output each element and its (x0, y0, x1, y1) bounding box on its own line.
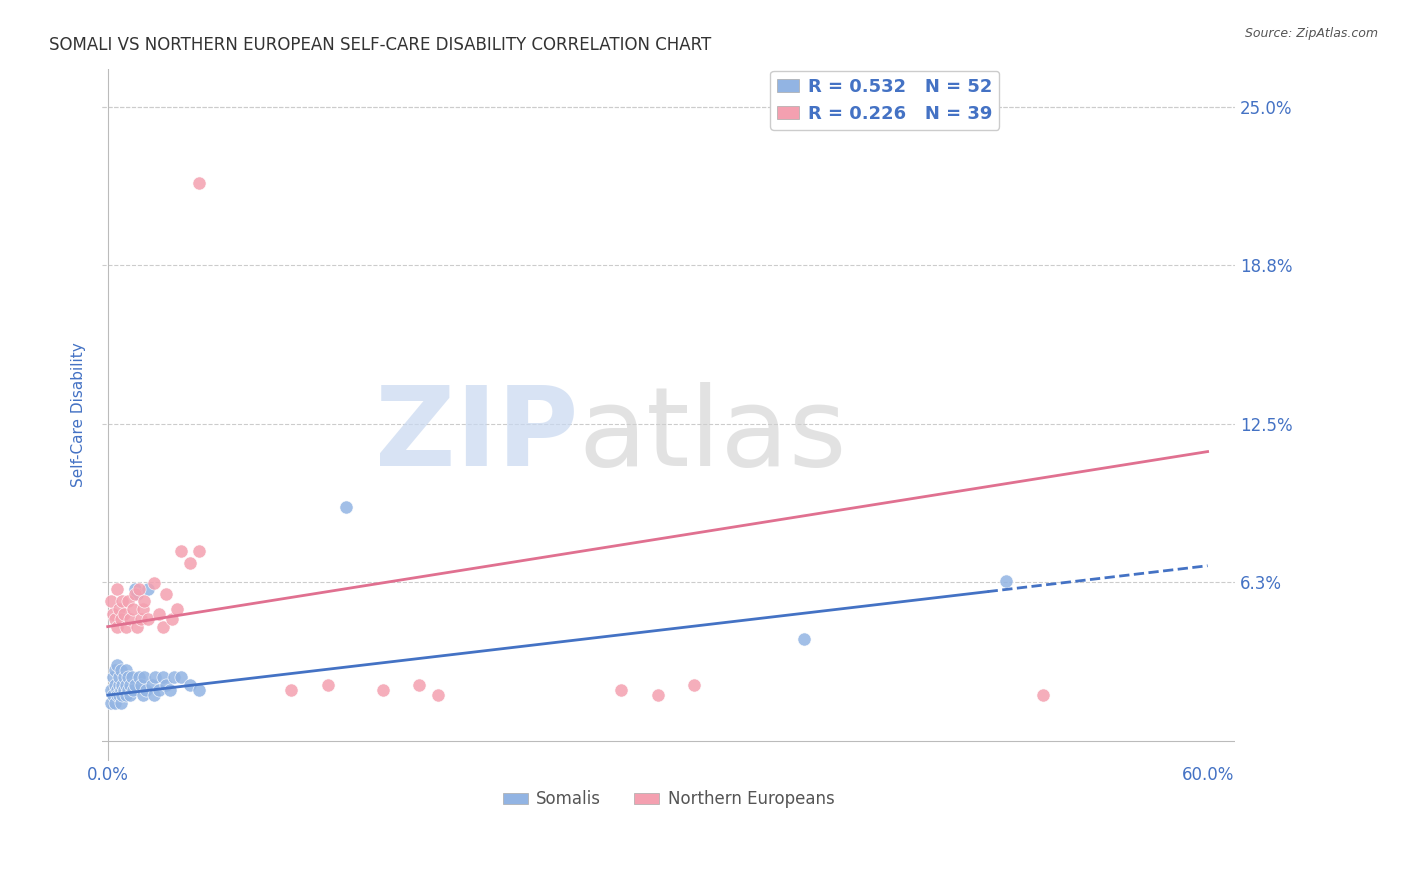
Point (160, 612, 183, 626)
Point (145, 670, 167, 684)
Point (100, 683, 122, 698)
Point (111, 688, 134, 702)
Point (124, 582, 146, 596)
Point (408, 678, 430, 692)
Point (124, 587, 146, 601)
Point (112, 607, 135, 621)
Point (100, 696, 122, 710)
Point (107, 688, 129, 702)
Point (112, 683, 135, 698)
Point (142, 576, 165, 591)
Point (371, 683, 394, 698)
Point (105, 657, 128, 672)
Point (118, 678, 141, 692)
Point (107, 670, 129, 684)
Point (179, 556, 201, 570)
Point (188, 543, 211, 558)
Point (117, 670, 139, 684)
Point (131, 602, 153, 616)
Point (793, 632, 815, 647)
Text: ZIP: ZIP (374, 382, 578, 489)
Point (142, 688, 165, 702)
Point (105, 582, 128, 596)
Point (105, 619, 128, 633)
Point (118, 612, 141, 626)
Point (110, 683, 132, 698)
Point (134, 670, 156, 684)
Point (188, 176, 211, 190)
Point (134, 594, 156, 608)
Point (107, 678, 129, 692)
Point (110, 696, 132, 710)
Point (104, 696, 127, 710)
Point (994, 574, 1017, 588)
Point (103, 670, 125, 684)
Point (122, 602, 145, 616)
Point (131, 688, 153, 702)
Point (110, 663, 132, 677)
Point (136, 582, 159, 596)
Point (125, 587, 148, 601)
Point (107, 602, 129, 616)
Point (1032, 688, 1054, 702)
Point (118, 688, 141, 702)
Point (117, 594, 139, 608)
Point (112, 670, 135, 684)
Point (129, 612, 152, 626)
Point (104, 678, 127, 692)
Point (280, 683, 302, 698)
Point (683, 678, 706, 692)
Point (115, 619, 138, 633)
Point (148, 607, 170, 621)
Point (128, 670, 150, 684)
Point (104, 612, 127, 626)
Point (104, 663, 127, 677)
Point (115, 663, 138, 677)
Legend: Somalis, Northern Europeans: Somalis, Northern Europeans (496, 784, 841, 815)
Point (110, 612, 132, 626)
Text: SOMALI VS NORTHERN EUROPEAN SELF-CARE DISABILITY CORRELATION CHART: SOMALI VS NORTHERN EUROPEAN SELF-CARE DI… (49, 36, 711, 54)
Point (141, 678, 163, 692)
Point (125, 619, 148, 633)
Point (124, 678, 146, 692)
Point (121, 670, 143, 684)
Point (152, 619, 174, 633)
Point (111, 594, 134, 608)
Point (152, 670, 174, 684)
Point (159, 683, 181, 698)
Point (335, 500, 357, 515)
Point (170, 543, 193, 558)
Point (115, 678, 138, 692)
Point (105, 683, 128, 698)
Point (115, 688, 138, 702)
Point (117, 683, 139, 698)
Point (166, 602, 188, 616)
Point (179, 678, 201, 692)
Point (316, 678, 339, 692)
Point (100, 594, 122, 608)
Point (155, 587, 177, 601)
Point (136, 612, 159, 626)
Text: Source: ZipAtlas.com: Source: ZipAtlas.com (1244, 27, 1378, 40)
Point (135, 683, 157, 698)
Point (170, 670, 193, 684)
Point (426, 688, 449, 702)
Point (148, 683, 170, 698)
Point (610, 683, 633, 698)
Point (155, 678, 177, 692)
Point (129, 678, 152, 692)
Point (105, 688, 128, 702)
Point (647, 688, 669, 702)
Point (103, 607, 125, 621)
Point (188, 683, 211, 698)
Point (111, 678, 134, 692)
Point (163, 670, 186, 684)
Y-axis label: Self-Care Disability: Self-Care Disability (72, 343, 86, 487)
Point (103, 688, 125, 702)
Point (122, 683, 145, 698)
Point (128, 582, 150, 596)
Text: atlas: atlas (578, 382, 846, 489)
